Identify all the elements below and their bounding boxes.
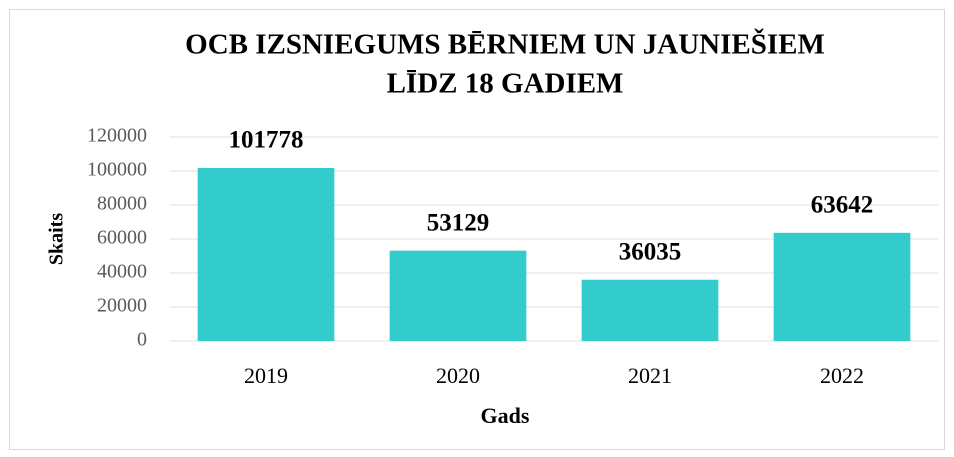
y-tick-label: 0 (137, 329, 147, 351)
chart-title: LĪDZ 18 GADIEM (387, 68, 624, 100)
y-tick-label: 120000 (87, 125, 147, 147)
chart-title: OCB IZSNIEGUMS BĒRNIEM UN JAUNIEŠIEM (185, 28, 825, 61)
y-tick-label: 20000 (97, 295, 147, 317)
chart-border (9, 9, 945, 450)
x-tick-label: 2019 (244, 363, 288, 388)
y-tick-label: 40000 (97, 261, 147, 283)
data-label: 53129 (427, 209, 490, 236)
y-tick-label: 80000 (97, 193, 147, 215)
bar (389, 250, 527, 341)
x-tick-label: 2020 (436, 363, 480, 388)
y-tick-label: 60000 (97, 227, 147, 249)
x-tick-label: 2022 (820, 363, 864, 388)
bar (197, 167, 335, 341)
x-tick-label: 2021 (628, 363, 672, 388)
bar (773, 232, 911, 341)
y-axis-label: Skaits (46, 213, 68, 265)
x-axis-label: Gads (481, 403, 530, 428)
bar (581, 279, 719, 341)
data-label: 63642 (811, 192, 874, 219)
data-label: 36035 (619, 238, 682, 265)
data-label: 101778 (229, 127, 304, 154)
y-tick-label: 100000 (87, 159, 147, 181)
